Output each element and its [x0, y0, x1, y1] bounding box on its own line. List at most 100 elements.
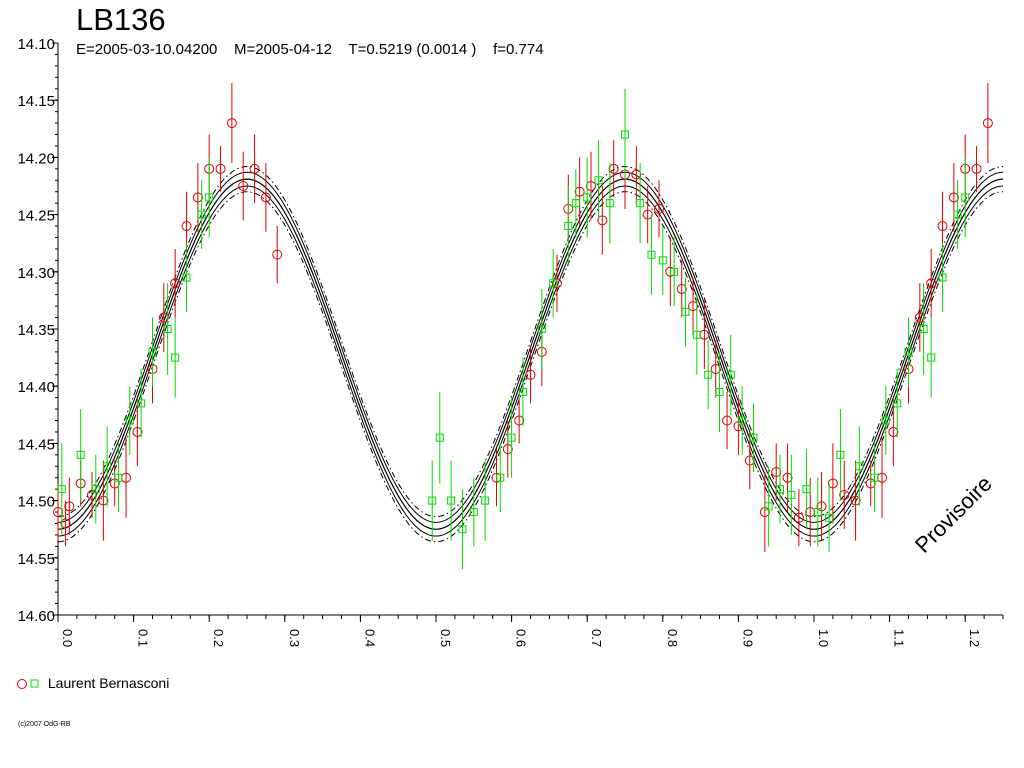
data-point-circle — [525, 369, 536, 380]
data-point-circle — [948, 192, 959, 203]
data-point-square — [927, 353, 936, 362]
data-point-square — [435, 433, 444, 442]
x-tick-label: 0.3 — [287, 629, 302, 647]
data-point-square — [775, 485, 784, 494]
data-point-square — [458, 525, 467, 534]
data-point-square — [428, 496, 437, 505]
data-point-square — [836, 450, 845, 459]
data-point-square — [621, 130, 629, 139]
copyright-notice: (c)2007 OdG-RB — [18, 721, 71, 728]
data-point-square — [953, 210, 962, 219]
y-tick-label: 14.40 — [17, 379, 55, 396]
data-point-square — [749, 433, 758, 442]
data-point-square — [163, 325, 172, 333]
data-point-square — [855, 462, 864, 471]
data-point-square — [182, 273, 191, 282]
data-point-circle — [192, 192, 203, 203]
fit-curve-outer-upper — [57, 166, 1004, 518]
data-point-square — [148, 347, 157, 356]
data-point-circle — [60, 518, 71, 529]
x-tick-label: 0.0 — [60, 629, 75, 647]
y-tick-label: 14.10 — [17, 36, 55, 53]
data-point-square — [904, 347, 913, 356]
data-point-square — [726, 370, 735, 379]
data-point-circle — [514, 415, 525, 426]
data-point-circle — [64, 501, 75, 512]
data-point-square — [76, 450, 85, 459]
data-point-circle — [722, 415, 733, 426]
data-point-circle — [676, 283, 687, 294]
data-point-square — [893, 399, 902, 408]
data-point-square — [197, 210, 206, 219]
data-point-circle — [238, 181, 249, 191]
data-point-square — [537, 325, 546, 333]
data-point-square — [764, 502, 773, 511]
data-point-square — [647, 250, 656, 259]
x-tick-label: 1.1 — [892, 629, 907, 647]
data-point-square — [715, 387, 724, 396]
data-points — [53, 83, 993, 570]
data-point-square — [938, 273, 947, 282]
data-point-circle — [850, 495, 861, 506]
y-tick-label: 14.55 — [17, 551, 55, 568]
data-point-square — [114, 473, 123, 482]
data-point-square — [594, 176, 603, 185]
data-point-circle — [971, 163, 982, 174]
data-point-square — [583, 193, 592, 202]
x-tick-label: 1.2 — [967, 629, 982, 647]
data-point-square — [636, 199, 645, 208]
data-point-circle — [181, 221, 192, 232]
data-point-square — [813, 508, 822, 517]
data-point-circle — [688, 301, 699, 312]
y-tick-labels: 14.10 14.15 14.20 14.25 14.30 14.35 14.40 14.45… — [17, 36, 55, 625]
data-point-circle — [260, 192, 271, 203]
legend: Laurent Bernasconi — [16, 674, 169, 692]
legend-label: Laurent Bernasconi — [47, 675, 170, 691]
data-point-circle — [98, 495, 109, 506]
axes — [52, 42, 1004, 622]
data-point-square — [518, 387, 527, 396]
ephemeris-subtitle: E=2005-03-10.04200 M=2005-04-12 T=0.5219… — [76, 41, 544, 58]
chart-title: LB136 — [76, 2, 166, 37]
y-tick-label: 14.15 — [17, 93, 55, 110]
data-point-square — [564, 222, 573, 231]
data-point-square — [571, 199, 580, 208]
data-point-circle — [839, 489, 850, 500]
x-tick-label: 1.0 — [816, 629, 831, 647]
data-point-circle — [888, 426, 899, 437]
data-point-circle — [827, 478, 838, 489]
data-point-square — [469, 508, 478, 517]
data-point-square — [137, 399, 146, 408]
data-point-circle — [710, 364, 721, 375]
data-point-circle — [914, 312, 925, 323]
data-point-square — [704, 370, 713, 379]
data-point-square — [881, 416, 890, 425]
data-point-circle — [793, 512, 804, 523]
data-point-square — [507, 433, 516, 442]
data-point-square — [787, 490, 796, 499]
data-point-circle — [642, 209, 653, 220]
data-point-square — [549, 279, 558, 288]
data-point-circle — [597, 215, 608, 226]
data-point-square — [91, 485, 100, 494]
y-tick-label: 14.30 — [17, 265, 55, 282]
data-point-square — [919, 325, 928, 333]
data-point-square — [481, 496, 490, 505]
x-tick-label: 0.1 — [136, 629, 151, 647]
data-point-circle — [170, 278, 181, 289]
data-point-circle — [249, 163, 260, 174]
data-point-circle — [53, 507, 63, 518]
data-point-square — [496, 473, 505, 482]
data-point-circle — [937, 221, 948, 232]
x-tick-label: 0.6 — [514, 629, 529, 647]
data-point-circle — [226, 118, 237, 129]
legend-square-marker — [30, 679, 39, 688]
data-point-square — [870, 473, 879, 482]
data-point-circle — [132, 426, 143, 437]
data-point-circle — [631, 169, 642, 180]
data-point-circle — [608, 163, 619, 174]
legend-markers — [17, 679, 39, 690]
x-tick-label: 0.5 — [438, 629, 453, 647]
data-point-square — [57, 485, 66, 494]
